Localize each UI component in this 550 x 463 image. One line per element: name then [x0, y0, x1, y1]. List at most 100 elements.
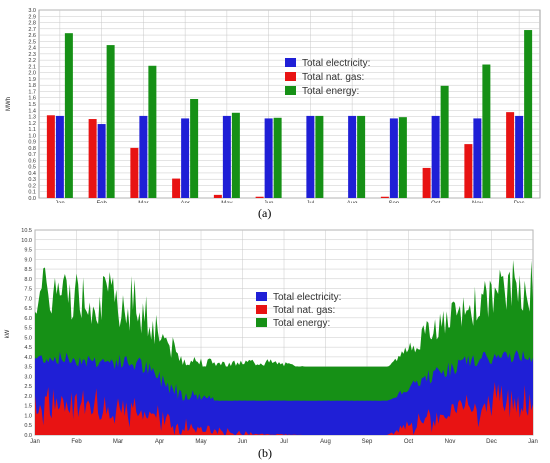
- legend-swatch-energy: [285, 86, 296, 95]
- bar-electricity: [264, 118, 273, 198]
- bar-electricity: [515, 115, 524, 198]
- legend-label-electricity: Total electricity:: [302, 58, 370, 69]
- bar-energy: [106, 45, 115, 198]
- y-tick-label: 9.5: [24, 248, 32, 254]
- y-tick-label: 1.5: [24, 404, 32, 410]
- y-tick-label: 8.0: [24, 277, 32, 283]
- bar-electricity: [97, 124, 106, 198]
- area-gas: [35, 382, 533, 435]
- legend-label-gas: Total nat. gas:: [302, 72, 364, 83]
- bar-gas: [506, 112, 515, 198]
- bar-electricity: [348, 115, 357, 198]
- y-tick-label: 2.0: [24, 394, 32, 400]
- bar-energy: [482, 64, 491, 199]
- y-tick-label: 2.4: [28, 46, 36, 52]
- bar-gas: [88, 119, 97, 198]
- y-tick-label: 2.6: [28, 33, 36, 39]
- y-tick-label: 0.6: [28, 158, 36, 164]
- y-tick-label: 0.1: [28, 190, 36, 196]
- y-tick-label: 4.0: [24, 355, 32, 361]
- x-tick-label: Dec: [514, 201, 525, 203]
- x-tick-label: May: [221, 201, 232, 203]
- x-tick-label: Dec: [486, 439, 497, 445]
- y-tick-label: 2.9: [28, 14, 36, 20]
- chart-b-svg: 0.0 0.5 1.0 1.5 2.0 2.5 3.0 3.5 4.0 4.5 5.0 5.5 6.0 6…: [5, 228, 538, 445]
- caption-a: (a): [258, 206, 272, 220]
- y-tick-label: 0.0: [28, 196, 36, 202]
- bar-energy: [273, 117, 282, 198]
- y-tick-label: 2.5: [24, 384, 32, 390]
- x-tick-label: Aug: [320, 439, 331, 445]
- y-tick-label: 4.5: [24, 345, 32, 351]
- bar-electricity: [55, 115, 64, 198]
- bar-gas: [255, 196, 264, 198]
- y-tick-label: 1.1: [28, 127, 36, 133]
- x-tick-label: Jan: [528, 439, 538, 445]
- y-tick-label: 1.0: [28, 133, 36, 139]
- bar-energy: [357, 115, 366, 198]
- y-tick-label: 0.8: [28, 146, 36, 152]
- y-tick-label: 7.5: [24, 287, 32, 293]
- y-tick-label: 0.0: [24, 433, 32, 439]
- x-tick-label: Apr: [180, 201, 189, 203]
- legend-swatch-energy: [256, 318, 267, 327]
- y-tick-label: 1.8: [28, 83, 36, 89]
- bar-energy: [64, 33, 73, 198]
- y-tick-label: 2.2: [28, 58, 36, 64]
- y-tick-label: 0.4: [28, 171, 36, 177]
- y-tick-label: 3.0: [28, 8, 36, 14]
- y-tick-label: 5.5: [24, 326, 32, 332]
- y-tick-label: 0.3: [28, 177, 36, 183]
- bar-energy: [524, 30, 533, 199]
- y-tick-label: 0.2: [28, 183, 36, 189]
- y-tick-label: 2.3: [28, 52, 36, 58]
- x-tick-label: Jan: [55, 201, 65, 203]
- y-tick-label: 1.9: [28, 77, 36, 83]
- y-tick-label: 2.7: [28, 27, 36, 33]
- bar-gas: [46, 115, 55, 198]
- x-tick-label: Jun: [238, 439, 248, 445]
- y-tick-label: 1.4: [28, 108, 36, 114]
- bar-energy: [190, 98, 199, 198]
- y-tick-label: 1.0: [24, 413, 32, 419]
- x-tick-label: Jul: [280, 439, 288, 445]
- legend-swatch-gas: [256, 305, 267, 314]
- y-tick-label: 2.8: [28, 21, 36, 27]
- y-tick-label: 10.5: [21, 228, 32, 234]
- x-tick-label: Oct: [404, 439, 414, 445]
- y-tick-label: 1.7: [28, 89, 36, 95]
- y-tick-label: 1.3: [28, 115, 36, 121]
- x-tick-label: Oct: [431, 201, 441, 203]
- x-tick-label: Jan: [30, 439, 40, 445]
- legend-label-electricity: Total electricity:: [273, 292, 341, 303]
- bar-gas: [464, 144, 473, 198]
- bar-gas: [213, 194, 222, 198]
- x-tick-label: Aug: [347, 201, 358, 203]
- bar-electricity: [389, 118, 398, 198]
- x-tick-label: Nov: [445, 439, 456, 445]
- x-tick-label: May: [195, 439, 206, 445]
- chart-b: 0.0 0.5 1.0 1.5 2.0 2.5 3.0 3.5 4.0 4.5 5.0 5.5 6.0 6…: [0, 224, 550, 445]
- y-tick-label: 2.0: [28, 71, 36, 77]
- x-tick-label: Sep: [362, 439, 373, 445]
- y-tick-label: 3.5: [24, 365, 32, 371]
- bar-energy: [231, 112, 240, 198]
- area-electricity: [35, 350, 533, 435]
- bar-electricity: [306, 115, 315, 198]
- legend-label-gas: Total nat. gas:: [273, 305, 335, 316]
- y-tick-label: 5.0: [24, 335, 32, 341]
- x-tick-label: Jul: [307, 201, 315, 203]
- x-tick-label: Apr: [155, 439, 164, 445]
- y-tick-label: 3.0: [24, 374, 32, 380]
- y-tick-label: 8.5: [24, 267, 32, 273]
- chart-a: 0.0 0.1 0.2 0.3 0.4 0.5 0.6 0.7 0.8 0.9 1.0 1.1 1.2 1…: [0, 0, 550, 207]
- legend-label-energy: Total energy:: [302, 86, 359, 97]
- bar-gas: [172, 178, 181, 198]
- x-tick-label: Mar: [138, 201, 148, 203]
- bar-electricity: [181, 118, 190, 198]
- bar-electricity: [139, 115, 148, 198]
- legend-swatch-electricity: [256, 292, 267, 301]
- caption-b: (b): [258, 446, 272, 460]
- x-tick-label: Sep: [389, 201, 400, 203]
- bar-energy: [148, 65, 157, 198]
